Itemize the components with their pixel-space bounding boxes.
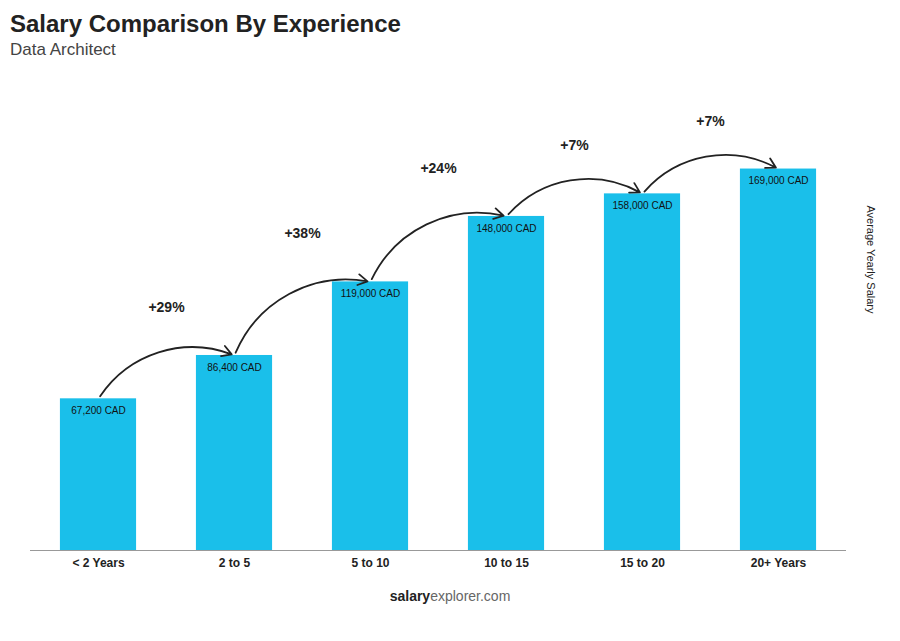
svg-text:20+ Years: 20+ Years [751, 556, 807, 570]
svg-text:+7%: +7% [560, 137, 589, 153]
svg-text:169,000 CAD: 169,000 CAD [748, 175, 808, 186]
svg-text:+7%: +7% [696, 113, 725, 129]
svg-text:119,000 CAD: 119,000 CAD [341, 288, 400, 299]
svg-text:2 to 5: 2 to 5 [219, 556, 251, 570]
html-text:Data Architect: Data Architect [10, 40, 116, 59]
svg-text:+38%: +38% [284, 225, 321, 241]
svg-text:< 2 Years: < 2 Years [72, 556, 124, 570]
svg-text:Average Yearly Salary: Average Yearly Salary [865, 205, 877, 314]
html-text:salary explorer.com: salary explorer.com [389, 588, 511, 604]
svg-text:148,000 CAD: 148,000 CAD [476, 223, 536, 234]
svg-text:158,000 CAD: 158,000 CAD [612, 200, 672, 211]
svg-text:+29%: +29% [148, 299, 185, 315]
svg-text:+24%: +24% [420, 160, 457, 176]
svg-text:15 to 20: 15 to 20 [620, 556, 665, 570]
html-text:Salary Comparison By Experienc: Salary Comparison By Experience [10, 10, 401, 37]
svg-text:67,200 CAD: 67,200 CAD [71, 405, 125, 416]
svg-text:5 to 10: 5 to 10 [351, 556, 389, 570]
svg-text:10 to 15: 10 to 15 [484, 556, 529, 570]
svg-text:86,400 CAD: 86,400 CAD [207, 362, 261, 373]
